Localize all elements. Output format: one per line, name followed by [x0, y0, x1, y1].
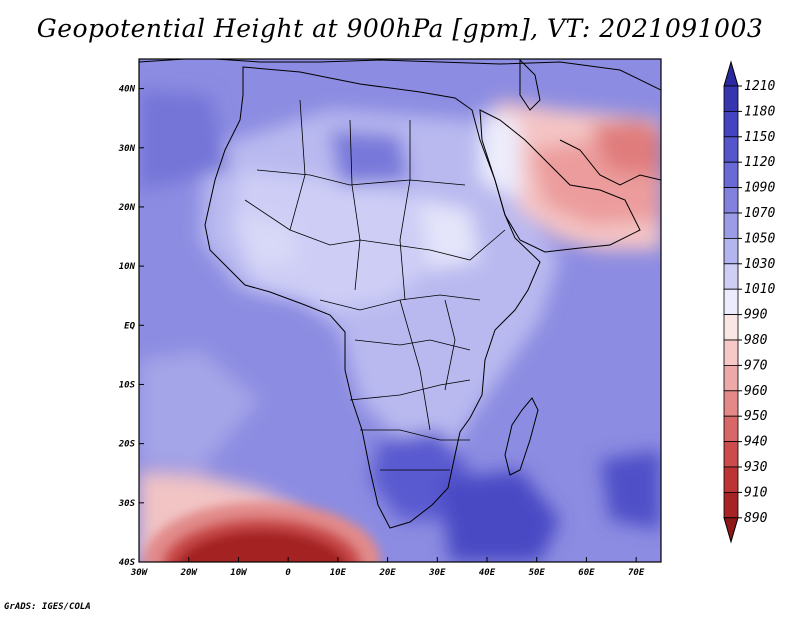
colorbar-swatch	[723, 237, 739, 265]
colorbar-top-triangle	[723, 60, 739, 87]
field-low-core	[176, 530, 348, 562]
colorbar-swatch	[723, 466, 739, 493]
colorbar-swatch	[723, 364, 739, 392]
lat-tick-label: 20S	[118, 440, 136, 450]
colorbar-label: 890	[744, 511, 768, 526]
lon-tick-label: 0	[285, 568, 291, 578]
colorbar-label: 1090	[744, 181, 775, 196]
colorbar-label: 1210	[744, 79, 775, 94]
lat-tick-label: 30N	[118, 144, 136, 154]
lon-tick-label: 50E	[529, 568, 546, 578]
colorbar-swatch	[723, 111, 739, 138]
height-field	[139, 59, 661, 562]
lon-tick-label: 20W	[180, 568, 199, 578]
colorbar-label: 960	[744, 384, 768, 399]
colorbar-swatch	[723, 161, 739, 188]
colorbar-swatch	[723, 136, 739, 163]
colorbar-label: 940	[744, 435, 768, 450]
field-sahel	[230, 170, 440, 310]
field-atlantic-north	[139, 90, 230, 190]
lon-tick-label: 30E	[428, 568, 446, 578]
map-title: Geopotential Height at 900hPa [gpm], VT:…	[36, 14, 764, 43]
colorbar-label: 1180	[744, 104, 775, 119]
colorbar-label: 1030	[744, 257, 775, 272]
colorbar-swatch	[723, 288, 739, 316]
field-redsea-light	[480, 110, 520, 200]
colorbar-label: 970	[744, 358, 768, 373]
colorbar-label: 950	[744, 409, 768, 424]
colorbar-bottom-triangle	[723, 517, 739, 544]
lat-tick-label: 40N	[119, 85, 136, 95]
colorbar-swatch	[723, 390, 739, 417]
field-atlantic-mid	[139, 350, 260, 470]
lat-tick-label: 30S	[118, 499, 136, 509]
gulf-coastline	[559, 139, 661, 186]
colorbar-label: 980	[744, 333, 768, 348]
europe-coastline	[139, 59, 661, 91]
colorbar-swatch	[723, 85, 739, 112]
field-libya-high	[330, 130, 410, 185]
axis-ticks: 30W 20W 10W 0 10E 20E 30E 40E 50E 60E 70E 40N 30N 20N…	[118, 85, 645, 578]
lon-tick-label: 10E	[330, 568, 347, 578]
lon-tick-label: 60E	[578, 568, 595, 578]
colorbar-label: 1120	[744, 155, 775, 170]
madagascar-coastline	[504, 397, 539, 476]
field-sudan-light	[420, 200, 480, 270]
caspian-coastline	[519, 59, 541, 111]
arabia-coastline	[479, 109, 641, 253]
colorbar-label: 930	[744, 460, 768, 475]
field-westafrica-light	[240, 215, 300, 270]
colorbar: 1210 1180 1150 1120 1090 1070 1050 1030 1010 990 9…	[723, 60, 775, 544]
colorbar-swatch	[723, 415, 739, 443]
colorbar-swatch	[723, 441, 739, 468]
colorbar-label: 1010	[744, 282, 775, 297]
lat-tick-label: 20N	[118, 203, 136, 213]
lon-tick-label: 70E	[628, 568, 645, 578]
colorbar-label: 1050	[744, 231, 775, 246]
colorbar-label: 1150	[744, 130, 775, 145]
lon-tick-label: 30W	[130, 568, 149, 578]
colorbar-label: 1070	[744, 206, 775, 221]
colorbar-swatch	[723, 314, 739, 341]
colorbar-swatch	[723, 491, 739, 519]
field-io-high	[440, 470, 560, 562]
lon-tick-label: 20E	[378, 568, 396, 578]
field-east-high	[600, 450, 661, 530]
country-borders	[244, 99, 506, 471]
lat-tick-label: EQ	[124, 321, 135, 331]
lat-tick-label: 10N	[119, 262, 136, 272]
colorbar-label: 910	[744, 485, 768, 500]
lon-tick-label: 10W	[230, 568, 248, 578]
colorbar-swatch	[723, 339, 739, 366]
footer-credit: GrADS: IGES/COLA	[4, 602, 91, 612]
colorbar-label: 990	[744, 308, 768, 323]
colorbar-swatch	[723, 187, 739, 214]
map-frame	[138, 58, 662, 563]
africa-coastline	[204, 66, 541, 529]
colorbar-swatch	[723, 212, 739, 239]
colorbar-swatch	[723, 263, 739, 290]
field-iran-core	[590, 120, 661, 175]
lon-tick-label: 40E	[479, 568, 496, 578]
coastlines	[139, 59, 661, 529]
lat-tick-label: 10S	[119, 380, 136, 390]
lat-tick-label: 40S	[119, 558, 136, 568]
